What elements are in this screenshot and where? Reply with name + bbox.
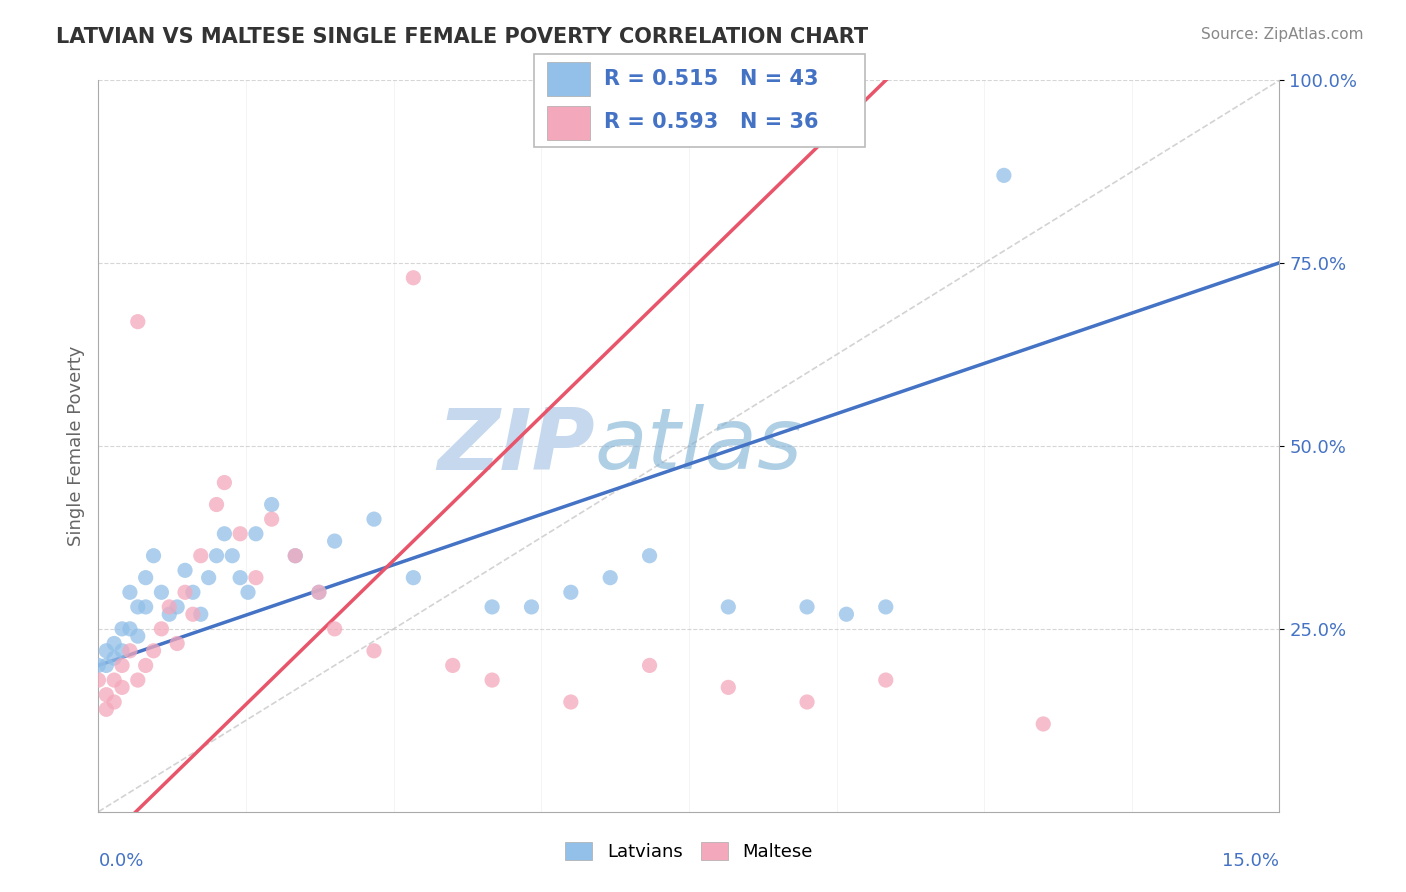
Point [308,585,330,599]
Point [308,585,330,599]
Point [796,599,818,614]
Point [205,498,228,512]
Point [118,585,141,599]
Point [284,549,307,563]
Point [363,512,385,526]
Point [174,563,197,577]
Text: 0.0%: 0.0% [98,852,143,870]
Point [260,498,283,512]
Point [229,526,252,541]
Point [245,526,267,541]
Point [560,585,582,599]
Text: Source: ZipAtlas.com: Source: ZipAtlas.com [1201,27,1364,42]
Point [118,644,141,658]
Point [142,644,165,658]
Point [103,695,125,709]
Point [221,549,243,563]
Point [363,644,385,658]
Point [993,169,1015,183]
Legend: Latvians, Maltese: Latvians, Maltese [558,835,820,869]
Text: ZIP: ZIP [437,404,595,488]
Point [875,673,897,687]
Point [323,622,346,636]
Point [875,599,897,614]
Point [236,585,259,599]
Point [599,571,621,585]
Point [111,681,134,695]
Text: R = 0.515   N = 43: R = 0.515 N = 43 [603,69,818,89]
Point [166,636,188,650]
Point [260,512,283,526]
Point [214,475,236,490]
Point [96,702,118,716]
Point [638,549,661,563]
Point [150,622,173,636]
Point [323,534,346,549]
Point [190,607,212,622]
Point [150,585,173,599]
Point [181,585,204,599]
Point [118,622,141,636]
Point [245,571,267,585]
Point [481,673,503,687]
Point [402,571,425,585]
Point [229,571,252,585]
Point [135,658,157,673]
Text: LATVIAN VS MALTESE SINGLE FEMALE POVERTY CORRELATION CHART: LATVIAN VS MALTESE SINGLE FEMALE POVERTY… [56,27,869,46]
Point [441,658,464,673]
Point [142,549,165,563]
Text: R = 0.593   N = 36: R = 0.593 N = 36 [603,112,818,132]
Point [127,673,149,687]
Point [796,695,818,709]
Text: 15.0%: 15.0% [1222,852,1279,870]
Point [520,599,543,614]
Point [835,607,858,622]
Bar [547,62,591,95]
FancyBboxPatch shape [534,54,865,147]
Point [103,651,125,665]
Point [157,607,180,622]
Point [96,688,118,702]
Point [638,658,661,673]
Point [174,585,197,599]
Point [87,673,110,687]
Point [205,549,228,563]
Point [96,658,118,673]
Point [127,599,149,614]
Text: atlas: atlas [595,404,803,488]
Point [111,622,134,636]
Point [402,270,425,285]
Point [717,681,740,695]
Point [111,658,134,673]
Point [87,658,110,673]
Point [166,599,188,614]
Point [181,607,204,622]
Point [111,644,134,658]
Point [103,673,125,687]
Point [96,644,118,658]
Point [717,599,740,614]
Point [127,629,149,643]
Point [560,695,582,709]
Point [214,526,236,541]
Point [135,571,157,585]
Point [135,599,157,614]
Point [481,599,503,614]
Point [103,636,125,650]
Point [127,315,149,329]
Point [190,549,212,563]
Y-axis label: Single Female Poverty: Single Female Poverty [66,346,84,546]
Point [157,599,180,614]
Point [1032,717,1054,731]
Point [284,549,307,563]
Point [197,571,219,585]
Bar [547,106,591,140]
